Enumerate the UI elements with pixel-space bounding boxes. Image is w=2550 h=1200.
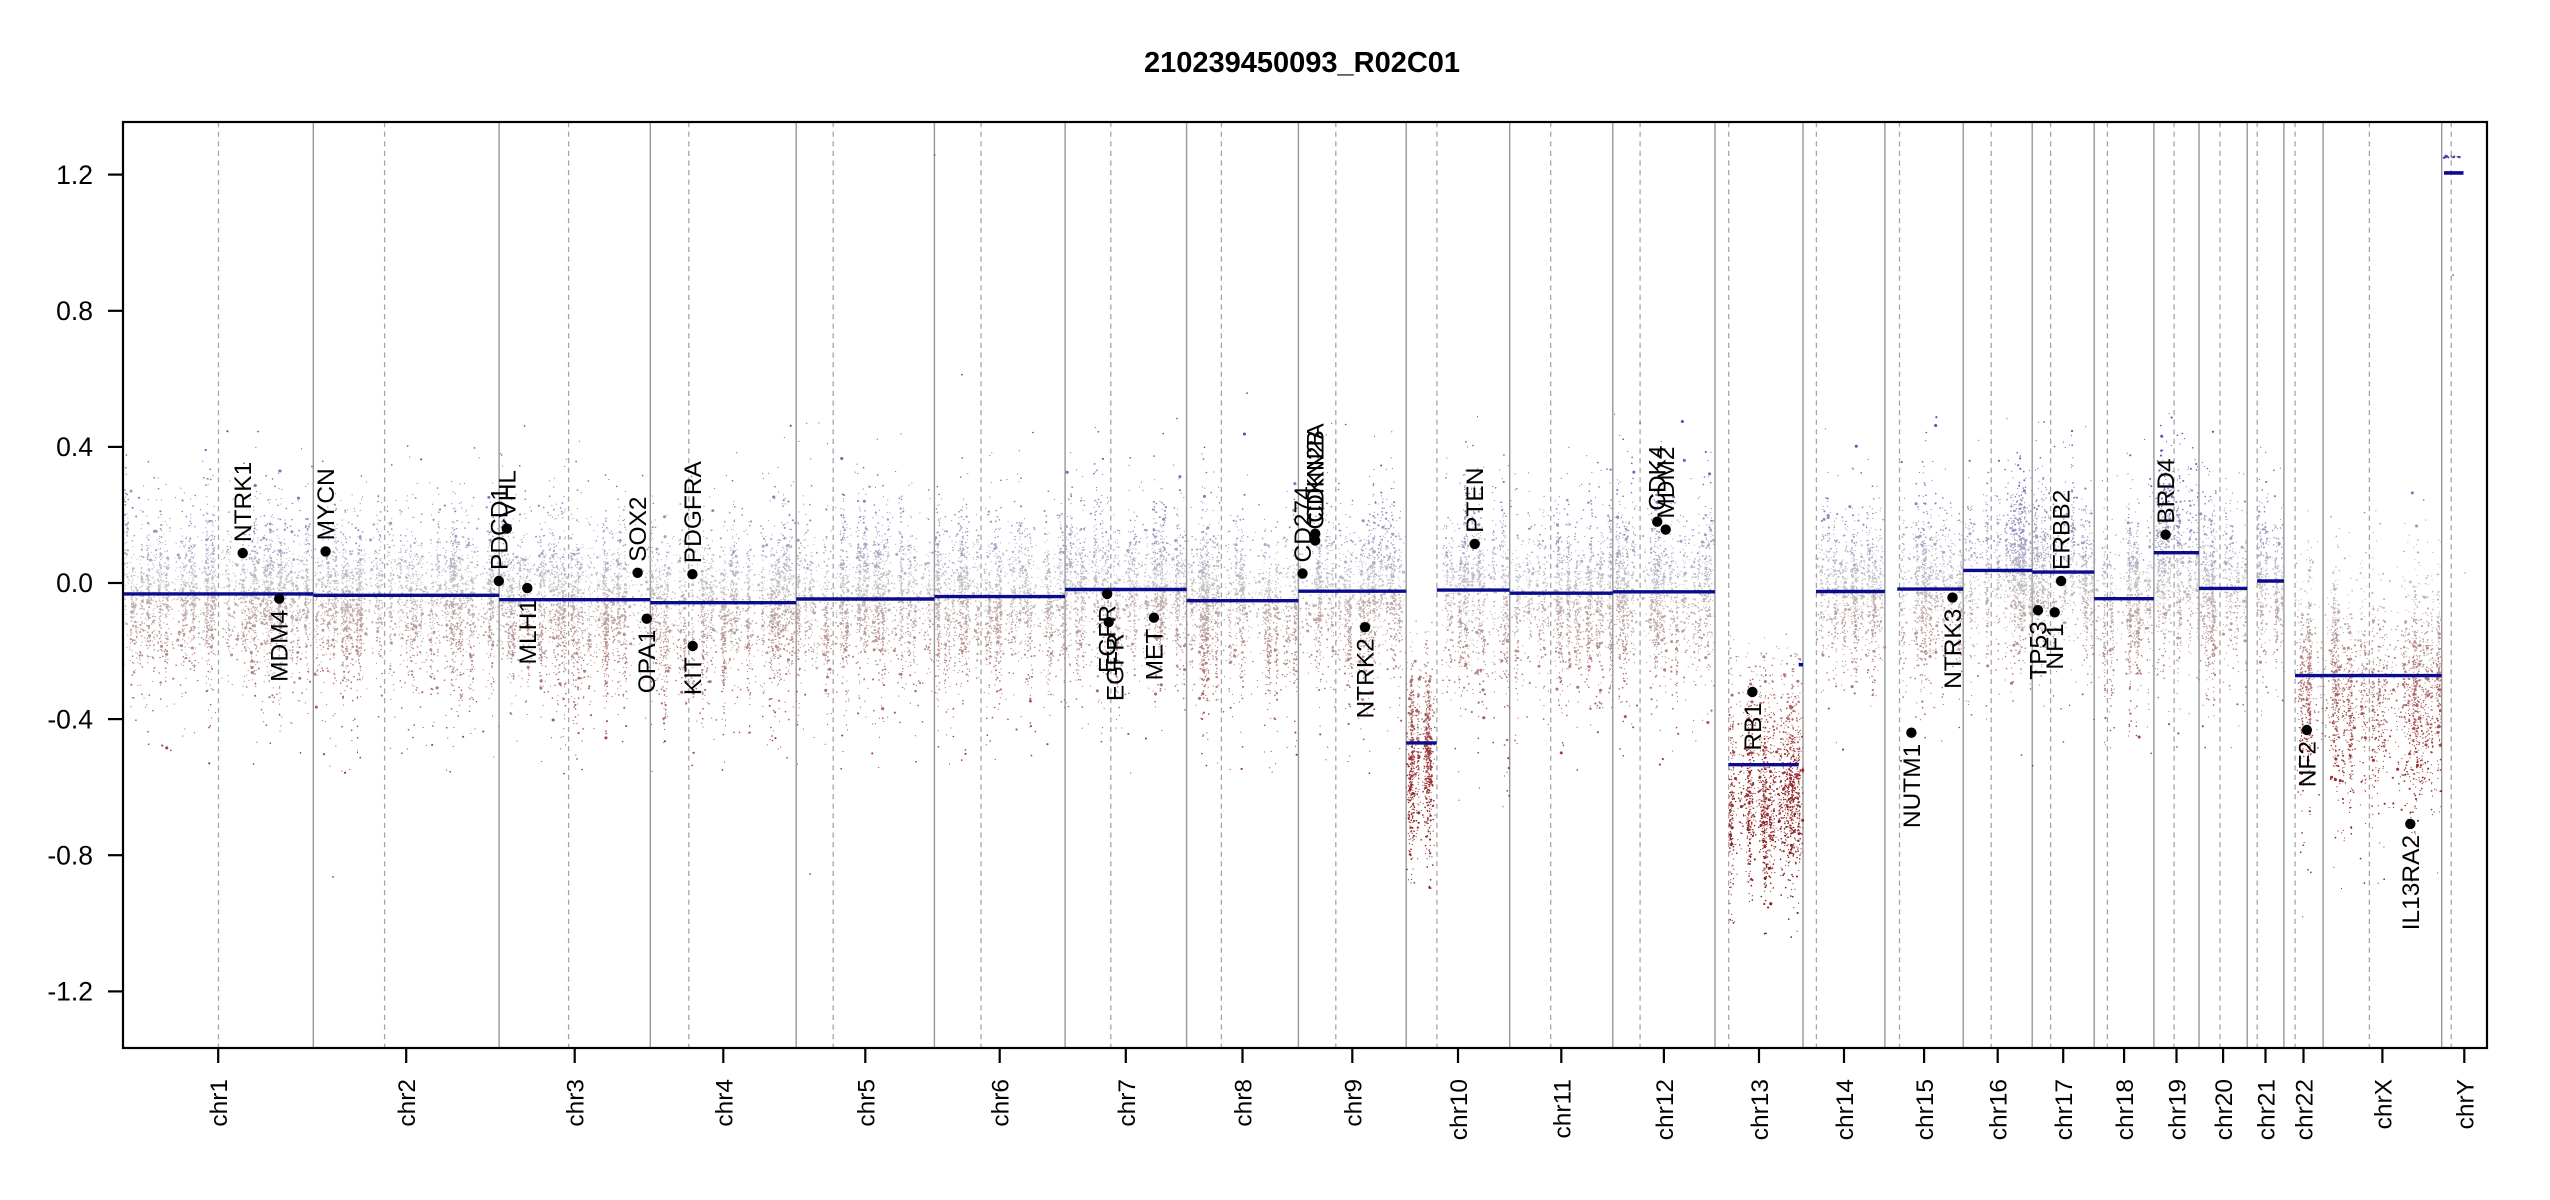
svg-text:chr8: chr8 <box>1231 1079 1258 1127</box>
svg-text:KIT: KIT <box>680 657 707 695</box>
svg-text:ERBB2: ERBB2 <box>2049 490 2076 570</box>
svg-text:chr22: chr22 <box>2292 1079 2319 1140</box>
svg-text:NF2: NF2 <box>2294 741 2321 787</box>
svg-text:chr14: chr14 <box>1832 1079 1859 1140</box>
svg-text:chr13: chr13 <box>1747 1079 1774 1140</box>
svg-text:chr3: chr3 <box>563 1079 590 1127</box>
svg-text:MYCN: MYCN <box>313 468 340 540</box>
svg-text:TP53: TP53 <box>2026 621 2053 680</box>
svg-text:0.4: 0.4 <box>56 432 93 462</box>
svg-text:EGFR: EGFR <box>1103 633 1130 701</box>
svg-text:-0.4: -0.4 <box>47 704 93 734</box>
svg-text:CDK4: CDK4 <box>1645 445 1672 510</box>
svg-text:MDM4: MDM4 <box>267 610 294 682</box>
svg-text:NF1: NF1 <box>2042 623 2069 669</box>
svg-text:RB1: RB1 <box>1740 703 1767 751</box>
svg-text:chr18: chr18 <box>2112 1079 2139 1140</box>
svg-text:CDKN2B: CDKN2B <box>1303 430 1330 529</box>
svg-text:EGFR: EGFR <box>1095 605 1122 673</box>
svg-text:210239450093_R02C01: 210239450093_R02C01 <box>1144 47 1460 79</box>
svg-text:PDGFRA: PDGFRA <box>680 460 707 563</box>
svg-text:BRD4: BRD4 <box>2153 458 2180 523</box>
svg-text:1.2: 1.2 <box>56 160 93 190</box>
svg-text:chr16: chr16 <box>1986 1079 2013 1140</box>
svg-text:chr2: chr2 <box>394 1079 421 1127</box>
svg-text:chr6: chr6 <box>988 1079 1015 1127</box>
svg-text:SOX2: SOX2 <box>625 496 652 561</box>
svg-text:MDM2: MDM2 <box>1653 446 1680 518</box>
svg-text:chr11: chr11 <box>1549 1079 1576 1138</box>
svg-text:-1.2: -1.2 <box>47 977 93 1007</box>
svg-text:PTEN: PTEN <box>1462 468 1489 533</box>
svg-text:0.0: 0.0 <box>56 568 93 598</box>
svg-text:chrX: chrX <box>2370 1079 2397 1129</box>
svg-text:MLH1: MLH1 <box>515 599 542 664</box>
svg-text:chr10: chr10 <box>1446 1079 1473 1140</box>
svg-text:NUTM1: NUTM1 <box>1899 744 1926 828</box>
svg-text:OPA1: OPA1 <box>634 630 661 694</box>
svg-text:chr1: chr1 <box>206 1079 233 1127</box>
svg-text:CDKN2A: CDKN2A <box>1303 423 1330 523</box>
svg-text:MET: MET <box>1141 629 1168 681</box>
svg-text:-0.8: -0.8 <box>47 840 93 870</box>
svg-text:chr17: chr17 <box>2051 1079 2078 1140</box>
svg-text:chr19: chr19 <box>2165 1079 2192 1140</box>
svg-text:IL13RA2: IL13RA2 <box>2398 835 2425 930</box>
svg-text:chr5: chr5 <box>853 1079 880 1127</box>
svg-text:chr9: chr9 <box>1340 1079 1367 1127</box>
svg-text:NTRK3: NTRK3 <box>1940 609 1967 689</box>
svg-text:chr20: chr20 <box>2211 1079 2238 1140</box>
svg-text:chr7: chr7 <box>1114 1079 1141 1127</box>
svg-text:CD274: CD274 <box>1290 486 1317 562</box>
svg-text:chr15: chr15 <box>1912 1079 1939 1140</box>
svg-text:0.8: 0.8 <box>56 296 93 326</box>
svg-text:VHL: VHL <box>494 470 521 518</box>
svg-text:chrY: chrY <box>2452 1079 2479 1129</box>
svg-text:NTRK1: NTRK1 <box>230 462 257 542</box>
svg-text:NTRK2: NTRK2 <box>1353 638 1380 718</box>
svg-text:chr21: chr21 <box>2254 1079 2281 1140</box>
svg-text:chr4: chr4 <box>711 1079 738 1127</box>
svg-text:chr12: chr12 <box>1652 1079 1679 1140</box>
